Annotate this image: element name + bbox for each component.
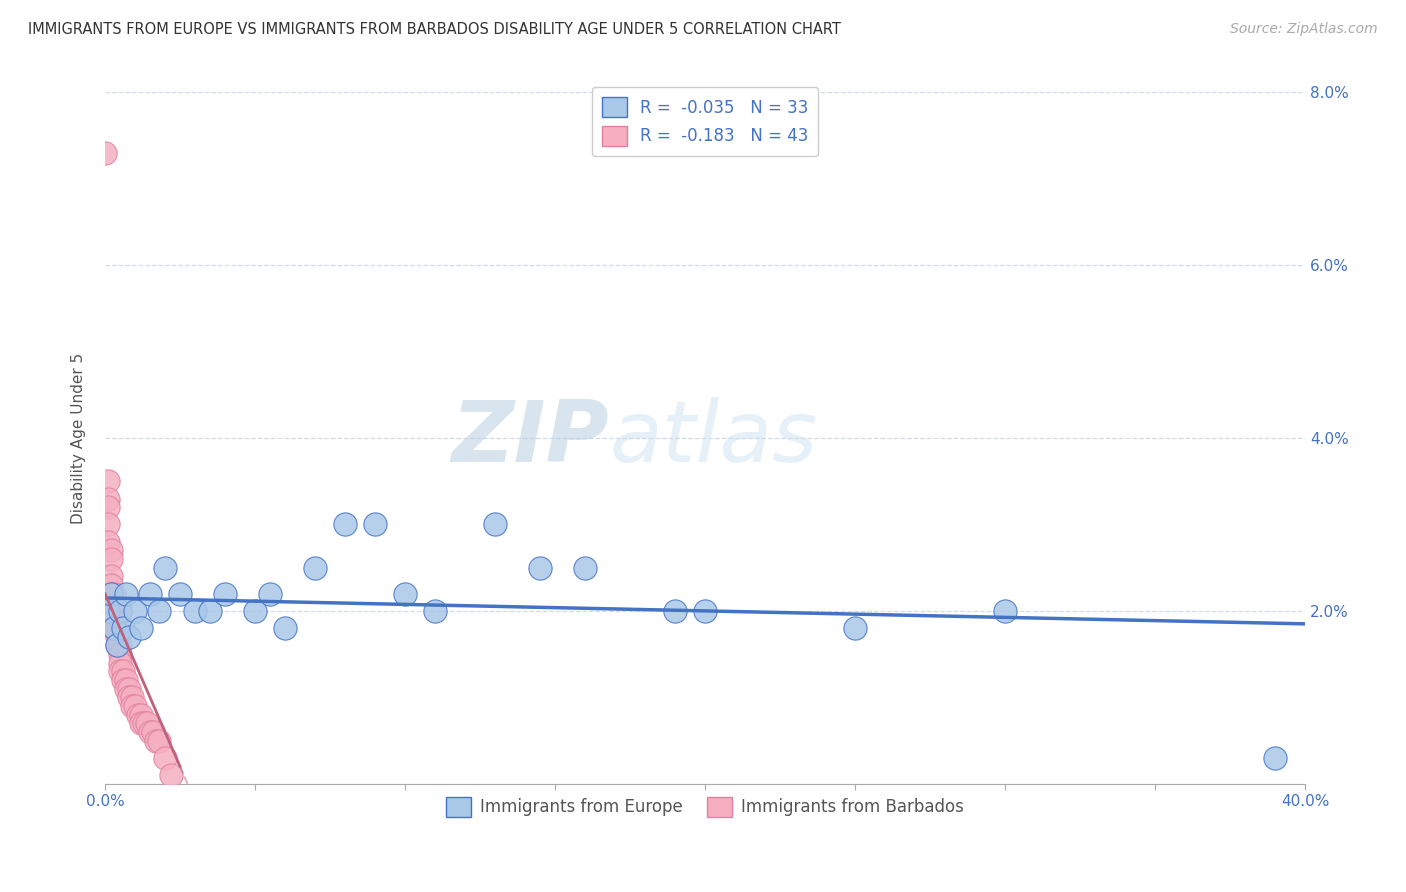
Point [108,665,131,679]
Point [994,604,1017,618]
Point [129,621,152,635]
Point [97,534,120,549]
Point [118,630,141,644]
Point [108,647,131,661]
Text: atlas: atlas [609,397,817,480]
Point [364,517,387,532]
Point [100,552,122,566]
Point [103,604,125,618]
Point [100,543,122,558]
Point [423,604,446,618]
Point [129,716,152,731]
Point [105,639,128,653]
Point [105,630,128,644]
Point [169,586,191,600]
Point [124,604,146,618]
Point [127,707,149,722]
Point [118,690,141,705]
Point [153,560,176,574]
Point [105,621,128,635]
Point [118,681,141,696]
Point [304,560,326,574]
Point [139,586,162,600]
Point [574,560,596,574]
Point [844,621,866,635]
Point [103,613,125,627]
Point [103,621,125,635]
Point [97,517,120,532]
Point [100,586,122,600]
Point [529,560,551,574]
Point [198,604,221,618]
Point [108,656,131,670]
Point [115,681,138,696]
Point [132,716,155,731]
Point [100,569,122,583]
Point [103,604,125,618]
Point [105,639,128,653]
Point [148,733,170,747]
Point [333,517,356,532]
Point [274,621,297,635]
Point [136,716,159,731]
Point [664,604,686,618]
Legend: Immigrants from Europe, Immigrants from Barbados: Immigrants from Europe, Immigrants from … [440,790,970,824]
Y-axis label: Disability Age Under 5: Disability Age Under 5 [72,352,86,524]
Point [115,673,138,687]
Point [115,586,138,600]
Point [94,145,117,160]
Point [103,586,125,600]
Point [142,724,165,739]
Point [160,768,183,782]
Point [139,724,162,739]
Point [97,500,120,515]
Point [259,586,281,600]
Point [145,733,167,747]
Point [129,707,152,722]
Point [111,673,134,687]
Text: Source: ZipAtlas.com: Source: ZipAtlas.com [1230,22,1378,37]
Point [103,621,125,635]
Point [108,639,131,653]
Text: IMMIGRANTS FROM EUROPE VS IMMIGRANTS FROM BARBADOS DISABILITY AGE UNDER 5 CORREL: IMMIGRANTS FROM EUROPE VS IMMIGRANTS FRO… [28,22,841,37]
Point [153,751,176,765]
Point [148,604,170,618]
Point [100,586,122,600]
Point [1264,751,1286,765]
Point [124,698,146,713]
Point [121,698,143,713]
Point [108,604,131,618]
Point [111,665,134,679]
Point [111,621,134,635]
Point [394,586,416,600]
Point [97,491,120,506]
Point [97,604,120,618]
Point [121,690,143,705]
Point [184,604,207,618]
Text: ZIP: ZIP [451,397,609,480]
Point [100,578,122,592]
Point [214,586,236,600]
Point [97,475,120,489]
Point [693,604,716,618]
Point [484,517,506,532]
Point [243,604,266,618]
